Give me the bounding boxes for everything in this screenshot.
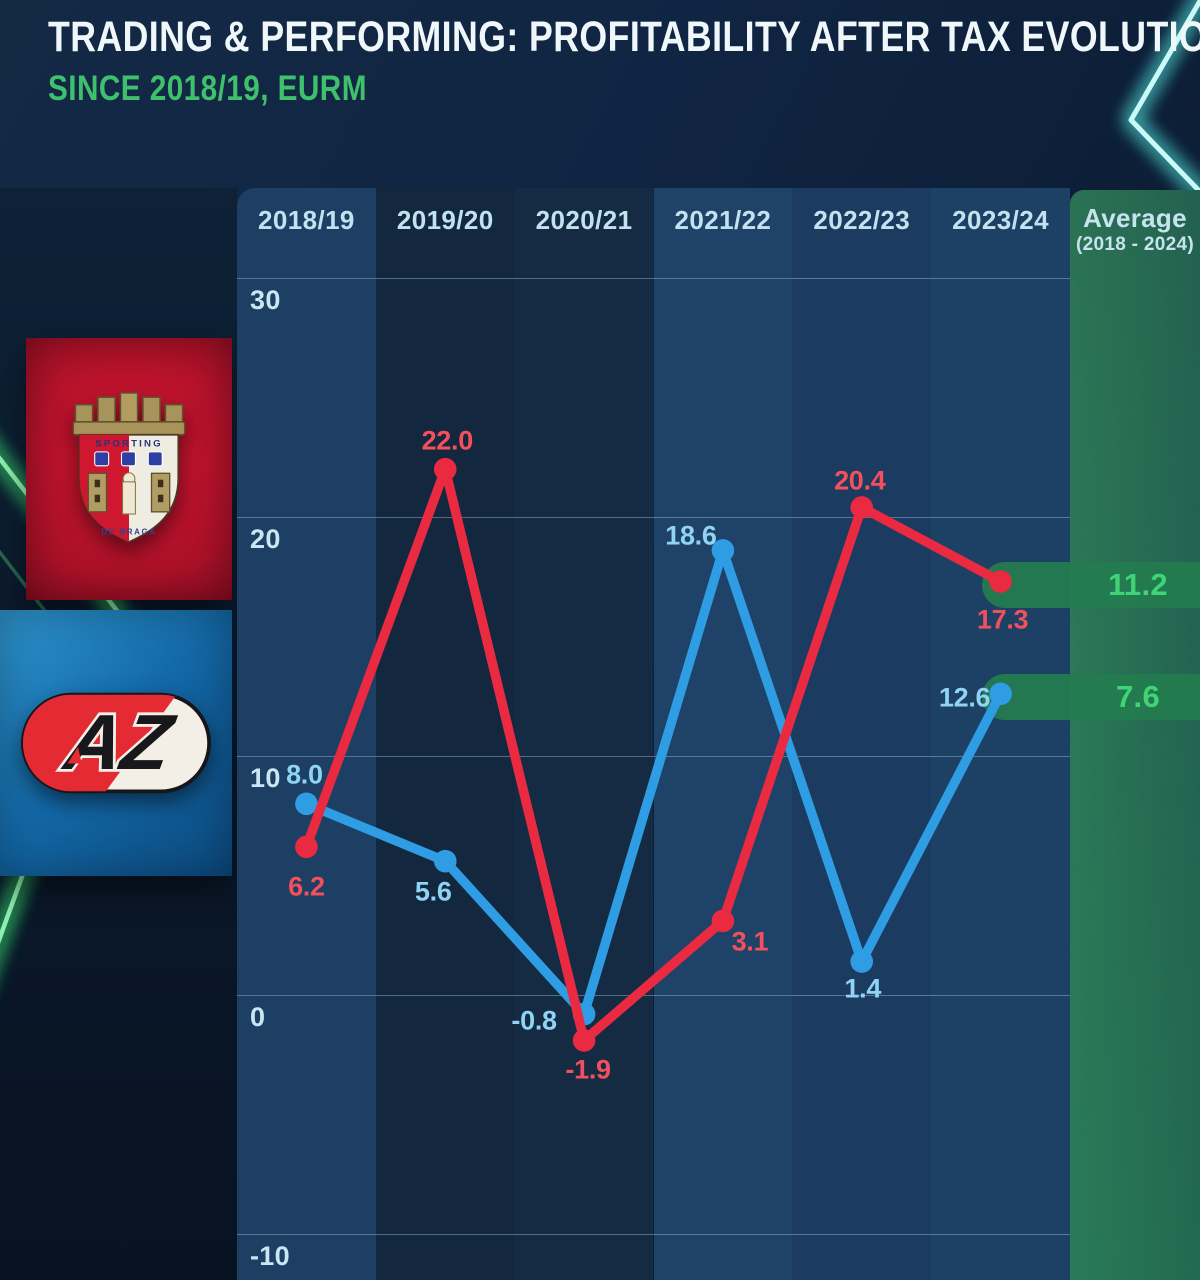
value-label-SC Braga: 3.1 xyxy=(731,926,769,957)
value-label-AZ Alkmaar: 12.6 xyxy=(938,682,991,713)
braga-crest-text-top: SPORTING xyxy=(95,439,162,450)
grid-line xyxy=(237,517,1070,518)
grid-line xyxy=(237,756,1070,757)
value-label-SC Braga: 17.3 xyxy=(976,604,1029,635)
chart-column-stripe xyxy=(237,188,376,1280)
chart-column-stripe xyxy=(514,188,654,1280)
y-tick-label: 0 xyxy=(250,1002,266,1032)
season-header: 2021/22 xyxy=(674,205,772,235)
braga-crest-text-bottom: DE BRAGA xyxy=(101,527,157,536)
chart-column-stripe xyxy=(931,188,1070,1280)
value-label-AZ Alkmaar: 8.0 xyxy=(286,759,323,790)
page-title: TRADING & PERFORMING: PROFITABILITY AFTE… xyxy=(48,13,1200,61)
page-subtitle: SINCE 2018/19, EURM xyxy=(48,69,367,108)
average-value-AZ Alkmaar: 7.6 xyxy=(1116,678,1160,714)
value-label-SC Braga: 22.0 xyxy=(421,425,474,456)
header-block: TRADING & PERFORMING: PROFITABILITY AFTE… xyxy=(48,10,1200,110)
average-column: Average (2018 - 2024) xyxy=(1070,190,1200,1280)
season-header: 2018/19 xyxy=(258,205,355,235)
grid-line xyxy=(237,278,1070,279)
value-label-SC Braga: 20.4 xyxy=(834,465,886,496)
y-tick-label: -10 xyxy=(250,1241,290,1271)
y-tick-label: 10 xyxy=(250,763,281,793)
value-label-AZ Alkmaar: -0.8 xyxy=(511,1005,557,1036)
chart-column-stripe xyxy=(792,188,932,1280)
season-header: 2022/23 xyxy=(813,205,911,235)
braga-crown-icon xyxy=(72,392,186,436)
average-header-line2: (2018 - 2024) xyxy=(1076,234,1194,255)
value-label-SC Braga: 6.2 xyxy=(288,871,325,902)
average-pill xyxy=(982,673,1200,720)
y-tick-label: 30 xyxy=(250,285,281,315)
grid-line xyxy=(237,995,1070,996)
season-header: 2019/20 xyxy=(396,205,494,235)
grid-line xyxy=(237,1234,1070,1235)
average-value-SC Braga: 11.2 xyxy=(1108,566,1168,602)
y-tick-label: 20 xyxy=(250,524,281,554)
chart-column-stripe xyxy=(375,188,515,1280)
chart-column-stripe xyxy=(653,188,793,1280)
season-header: 2020/21 xyxy=(535,205,633,235)
value-label-AZ Alkmaar: 5.6 xyxy=(414,876,452,907)
season-header: 2023/24 xyxy=(952,205,1049,235)
average-header-line1: Average xyxy=(1083,203,1187,233)
average-column-sheen xyxy=(1070,190,1200,1280)
value-label-AZ Alkmaar: 18.6 xyxy=(665,520,717,551)
average-pill xyxy=(982,561,1200,608)
value-label-SC Braga: -1.9 xyxy=(565,1054,611,1085)
value-label-AZ Alkmaar: 1.4 xyxy=(844,973,882,1004)
